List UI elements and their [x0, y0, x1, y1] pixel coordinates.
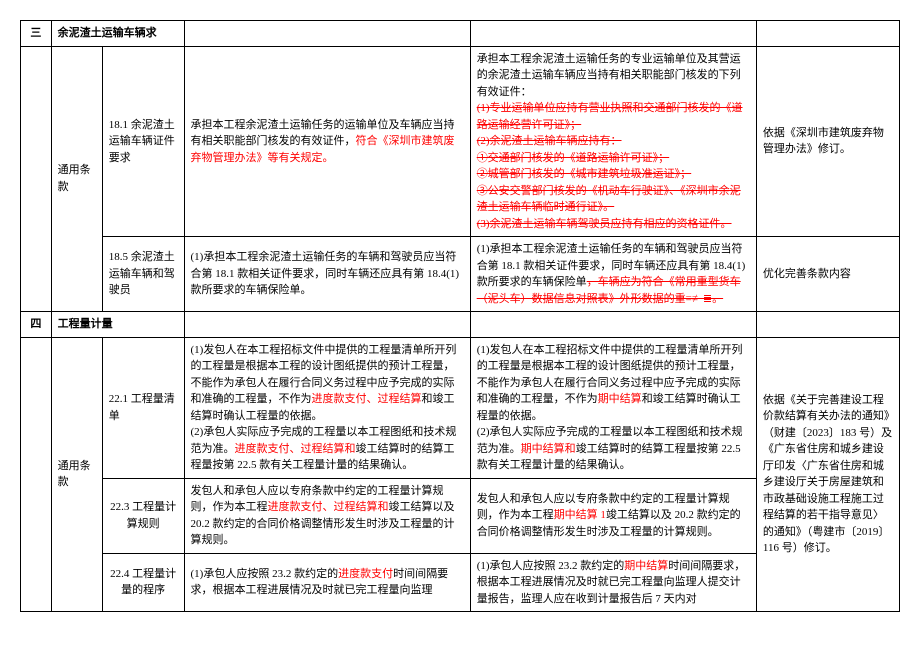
category-cell: 通用条款 — [51, 46, 102, 312]
strike-text: (2)余泥渣土运输车辆应持有： — [477, 133, 750, 150]
category-cell: 通用条款 — [51, 337, 102, 612]
old-text-cell: (1)承包人应按照 23.2 款约定的进度款支付时间间隔要求，根据本工程进展情况… — [184, 553, 470, 612]
red-text: 进度款支付、过程结算 — [312, 393, 422, 405]
new-text-cell: 发包人和承包人应以专府条款中约定的工程量计算规则，作为本工程期中结算 1竣工结算… — [470, 478, 756, 553]
empty-cell — [470, 312, 756, 338]
empty-cell — [470, 21, 756, 47]
strike-text: (3)余泥渣土运输车辆驾驶员应持有相应的资格证件。 — [477, 216, 750, 233]
old-text-cell: 发包人和承包人应以专府条款中约定的工程量计算规则，作为本工程进度款支付、过程结算… — [184, 478, 470, 553]
empty-cell — [21, 46, 52, 312]
section-header-row: 三 余泥渣土运输车辆求 — [21, 21, 900, 47]
strike-text: (1)专业运输单位应持有营业执照和交通部门核发的《道路运输经营许可证》； — [477, 100, 750, 133]
clause-cell: 18.1 余泥渣土运输车辆证件要求 — [102, 46, 184, 237]
section-num: 四 — [21, 312, 52, 338]
red-text: 期中结算 — [598, 393, 642, 405]
old-text-cell: (1)发包人在本工程招标文件中提供的工程量清单所开列的工程量是根据本工程的设计图… — [184, 337, 470, 478]
section-title: 余泥渣土运输车辆求 — [51, 21, 184, 47]
old-text-cell: (1)承担本工程余泥渣土运输任务的车辆和驾驶员应当符合第 18.1 款相关证件要… — [184, 237, 470, 312]
note-cell: 依据《深圳市建筑废弃物管理办法》修订。 — [756, 46, 899, 237]
red-text: 进度款支付 — [338, 568, 393, 580]
red-text: 进度款支付、过程结算和 — [235, 443, 356, 455]
old-text-cell: 承担本工程余泥渣土运输任务的运输单位及车辆应当持有相关职能部门核发的有效证件，符… — [184, 46, 470, 237]
note-cell: 优化完善条款内容 — [756, 237, 899, 312]
new-text-cell: (1)承担本工程余泥渣土运输任务的车辆和驾驶员应当符合第 18.1 款相关证件要… — [470, 237, 756, 312]
text: 承担本工程余泥渣土运输任务的专业运输单位及其营运的余泥渣土运输车辆应当持有相关职… — [477, 51, 750, 101]
empty-cell — [21, 337, 52, 612]
clause-cell: 22.4 工程量计量的程序 — [102, 553, 184, 612]
table-row: 通用条款 18.1 余泥渣土运输车辆证件要求 承担本工程余泥渣土运输任务的运输单… — [21, 46, 900, 237]
table-row: 通用条款 22.1 工程量清单 (1)发包人在本工程招标文件中提供的工程量清单所… — [21, 337, 900, 478]
note-cell: 依据《关于完善建设工程价款结算有关办法的通知》（财建〔2023〕183 号）及《… — [756, 337, 899, 612]
empty-cell — [184, 312, 470, 338]
red-text: 期中结算 1 — [554, 509, 606, 521]
table-row: 18.5 余泥渣土运输车辆和驾驶员 (1)承担本工程余泥渣土运输任务的车辆和驾驶… — [21, 237, 900, 312]
section-header-row: 四 工程量计量 — [21, 312, 900, 338]
new-text-cell: (1)发包人在本工程招标文件中提供的工程量清单所开列的工程量是根据本工程的设计图… — [470, 337, 756, 478]
document-table: 三 余泥渣土运输车辆求 通用条款 18.1 余泥渣土运输车辆证件要求 承担本工程… — [20, 20, 900, 612]
strike-text: ②城管部门核发的《城市建筑垃圾准运证》； — [477, 166, 750, 183]
text: (1)承包人应按照 23.2 款约定的 — [191, 568, 339, 580]
new-text-cell: (1)承包人应按照 23.2 款约定的期中结算时间间隔要求，根据本工程进展情况及… — [470, 553, 756, 612]
empty-cell — [756, 312, 899, 338]
empty-cell — [756, 21, 899, 47]
section-num: 三 — [21, 21, 52, 47]
new-text-cell: 承担本工程余泥渣土运输任务的专业运输单位及其营运的余泥渣土运输车辆应当持有相关职… — [470, 46, 756, 237]
strike-text: ③公安交警部门核发的《机动车行驶证》、《深圳市余泥渣土运输车辆临时通行证》。 — [477, 183, 750, 216]
red-text: 进度款支付、过程结算和 — [268, 501, 389, 513]
empty-cell — [184, 21, 470, 47]
clause-cell: 18.5 余泥渣土运输车辆和驾驶员 — [102, 237, 184, 312]
clause-cell: 22.3 工程量计算规则 — [102, 478, 184, 553]
clause-cell: 22.1 工程量清单 — [102, 337, 184, 478]
red-text: 期中结算 — [624, 560, 668, 572]
strike-text: ①交通部门核发的《道路运输许可证》； — [477, 150, 750, 167]
section-title: 工程量计量 — [51, 312, 184, 338]
text: (1)承包人应按照 23.2 款约定的 — [477, 560, 625, 572]
red-text: 期中结算和 — [521, 443, 576, 455]
